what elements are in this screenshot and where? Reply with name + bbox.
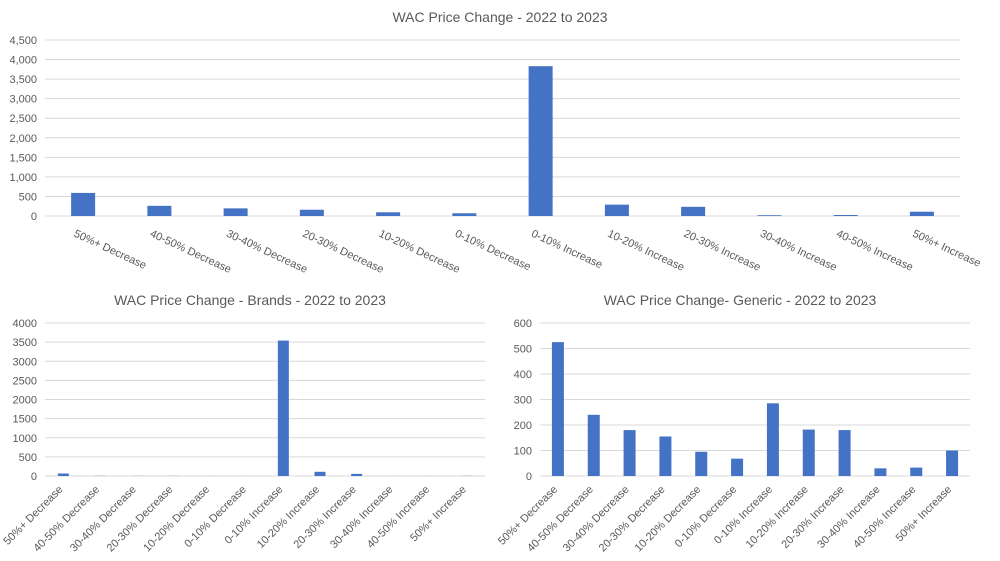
y-tick-label: 0 [31, 211, 37, 223]
y-tick-label: 2500 [13, 375, 37, 387]
x-category-label: 30-40% Decrease [561, 484, 632, 555]
x-category-label: 10-20% Decrease [633, 484, 704, 555]
y-tick-label: 3,000 [9, 94, 37, 106]
x-category-label: 50%+ Decrease [496, 484, 560, 548]
bar [147, 205, 172, 216]
x-category-label: 40-50% Decrease [525, 484, 596, 555]
x-category-label: 50%+ Decrease [72, 228, 148, 272]
x-category-label: 20-30% Increase [291, 484, 358, 551]
bar [299, 209, 324, 216]
chart-all: WAC Price Change - 2022 to 2023 0 500 1,000… [9, 9, 983, 276]
x-category-label: 20-30% Decrease [597, 484, 668, 555]
chart-generic: WAC Price Change- Generic - 2022 to 2023… [496, 292, 970, 555]
y-tick-label: 4,500 [9, 35, 37, 47]
y-tick-label: 500 [19, 452, 37, 464]
x-category-label: 20-30% Decrease [301, 228, 386, 276]
x-category-label: 20-30% Increase [779, 484, 846, 551]
bar [731, 458, 744, 476]
y-tick-label: 500 [19, 191, 37, 203]
bar [874, 468, 887, 476]
y-tick-label: 400 [514, 369, 532, 381]
y-tick-label: 200 [514, 420, 532, 432]
y-tick-label: 1,000 [9, 172, 37, 184]
bar [223, 208, 248, 216]
y-tick-label: 500 [514, 344, 532, 356]
bar [659, 436, 672, 476]
bar [551, 342, 564, 476]
bar [71, 192, 96, 216]
bar [604, 204, 629, 216]
y-tick-label: 3500 [13, 337, 37, 349]
bar [376, 212, 401, 216]
x-category-label: 10-20% Decrease [141, 484, 212, 555]
y-tick-label: 4000 [13, 318, 37, 330]
bar [766, 403, 779, 476]
y-tick-label: 3000 [13, 356, 37, 368]
y-tick-label: 0 [526, 471, 532, 483]
y-tick-label: 300 [514, 395, 532, 407]
bar [695, 451, 708, 476]
chart-title: WAC Price Change - 2022 to 2023 [392, 9, 607, 25]
y-tick-label: 0 [31, 471, 37, 483]
bar [802, 429, 815, 476]
bar [909, 211, 934, 216]
x-category-label: 10-20% Increase [744, 484, 811, 551]
bar [838, 430, 851, 476]
y-tick-label: 2,000 [9, 133, 37, 145]
bar [623, 430, 636, 476]
y-tick-label: 2000 [13, 395, 37, 407]
y-tick-label: 1000 [13, 433, 37, 445]
y-tick-label: 600 [514, 318, 532, 330]
chart-title: WAC Price Change - Brands - 2022 to 2023 [114, 292, 386, 308]
x-category-label: 30-40% Increase [815, 484, 882, 551]
bar [946, 450, 959, 476]
x-category-label: 30-40% Increase [328, 484, 395, 551]
bar [833, 215, 858, 216]
y-tick-label: 100 [514, 446, 532, 458]
y-tick-label: 2,500 [9, 113, 37, 125]
x-category-label: 40-50% Decrease [148, 228, 233, 276]
y-tick-label: 1500 [13, 414, 37, 426]
bar [681, 206, 706, 216]
x-category-label: 50%+ Increase [911, 228, 983, 270]
x-category-label: 40-50% Increase [365, 484, 432, 551]
chart-brands: WAC Price Change - Brands - 2022 to 2023… [1, 292, 485, 555]
y-tick-label: 4,000 [9, 55, 37, 67]
bar [277, 340, 289, 476]
bar [452, 213, 477, 216]
y-tick-label: 1,500 [9, 152, 37, 164]
x-category-label: 40-50% Decrease [31, 484, 102, 555]
x-category-label: 0-10% Increase [529, 228, 604, 271]
chart-title: WAC Price Change- Generic - 2022 to 2023 [604, 292, 877, 308]
x-category-label: 10-20% Increase [606, 228, 686, 274]
x-category-label: 30-40% Decrease [224, 228, 309, 276]
bar [757, 215, 782, 216]
x-category-label: 0-10% Decrease [673, 484, 739, 550]
x-category-label: 30-40% Decrease [68, 484, 139, 555]
bar [587, 414, 600, 476]
x-category-label: 30-40% Increase [758, 228, 838, 274]
bar [57, 473, 69, 476]
bar [351, 473, 363, 476]
x-category-label: 10-20% Increase [255, 484, 322, 551]
x-category-label: 10-20% Decrease [377, 228, 462, 276]
x-category-label: 0-10% Decrease [453, 228, 532, 274]
y-tick-label: 3,500 [9, 74, 37, 86]
bar [910, 467, 923, 476]
x-category-label: 20-30% Increase [682, 228, 762, 274]
x-category-label: 40-50% Increase [851, 484, 918, 551]
x-category-label: 40-50% Increase [834, 228, 914, 274]
bar [528, 66, 553, 217]
x-category-label: 20-30% Decrease [105, 484, 176, 555]
bar [314, 471, 326, 476]
